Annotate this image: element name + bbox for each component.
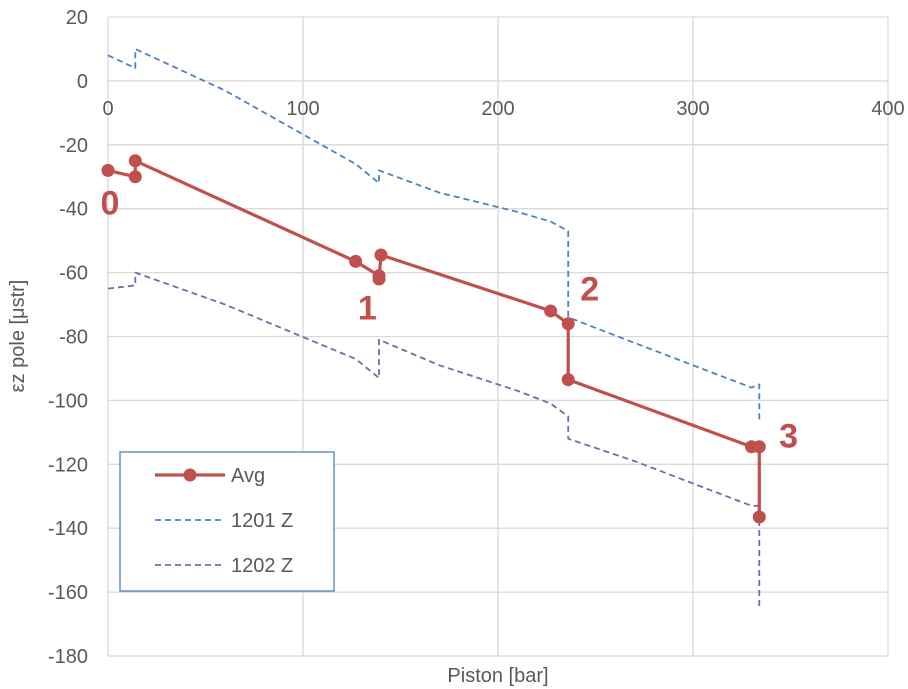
series-line <box>107 271 761 609</box>
series-line <box>107 48 761 420</box>
y-tick-label: -100 <box>48 390 88 412</box>
x-tick-label: 0 <box>102 98 113 120</box>
x-tick-label: 300 <box>676 98 709 120</box>
legend-item: 1202 Z <box>155 555 293 577</box>
legend-item: 1201 Z <box>155 510 293 532</box>
y-tick-label: -60 <box>59 263 88 285</box>
data-point <box>752 440 766 454</box>
y-tick-label: 0 <box>77 71 88 93</box>
y-tick-label: -120 <box>48 454 88 476</box>
x-tick-label: 100 <box>286 98 319 120</box>
data-point <box>128 154 142 168</box>
x-axis-tick-labels: 0 100 200 300 400 <box>102 98 904 120</box>
phase-label: 2 <box>580 271 599 309</box>
legend-items: Avg 1201 Z 1202 Z <box>155 465 293 577</box>
data-point <box>561 373 575 387</box>
y-tick-label: -160 <box>48 582 88 604</box>
series-layer <box>101 48 766 609</box>
legend-label: 1201 Z <box>231 510 293 532</box>
data-point <box>128 170 142 184</box>
phase-label: 0 <box>100 184 119 222</box>
x-tick-label: 400 <box>871 98 904 120</box>
series-avg <box>101 154 766 524</box>
x-tick-label: 200 <box>481 98 514 120</box>
y-tick-label: -40 <box>59 199 88 221</box>
data-point <box>561 317 575 331</box>
phase-label: 3 <box>779 418 798 456</box>
y-axis-title: εz pole [μstr] <box>7 280 29 393</box>
phase-label: 1 <box>358 290 377 328</box>
y-tick-label: -180 <box>48 646 88 668</box>
series-1202-z <box>107 271 761 609</box>
data-point <box>349 254 363 268</box>
series-1201-z <box>107 48 761 420</box>
y-tick-label: -80 <box>59 327 88 349</box>
y-tick-label: -140 <box>48 518 88 540</box>
legend-item: Avg <box>155 465 265 487</box>
legend-marker <box>183 468 197 482</box>
legend-box <box>119 451 335 592</box>
data-point <box>372 272 386 286</box>
legend-label: 1202 Z <box>231 555 293 577</box>
data-point <box>101 163 115 177</box>
x-axis-title: Piston [bar] <box>447 665 548 687</box>
legend-label: Avg <box>231 465 265 487</box>
data-point <box>752 510 766 524</box>
legend: Avg 1201 Z 1202 Z <box>119 451 335 592</box>
data-point <box>544 304 558 318</box>
y-tick-label: -20 <box>59 135 88 157</box>
y-tick-label: 20 <box>66 7 88 29</box>
data-point <box>374 248 388 262</box>
phase-annotations: 0 1 2 3 <box>100 184 798 455</box>
y-axis-tick-labels: 20 0 -20 -40 -60 -80 -100 -120 -140 -160 -180 <box>48 7 88 668</box>
